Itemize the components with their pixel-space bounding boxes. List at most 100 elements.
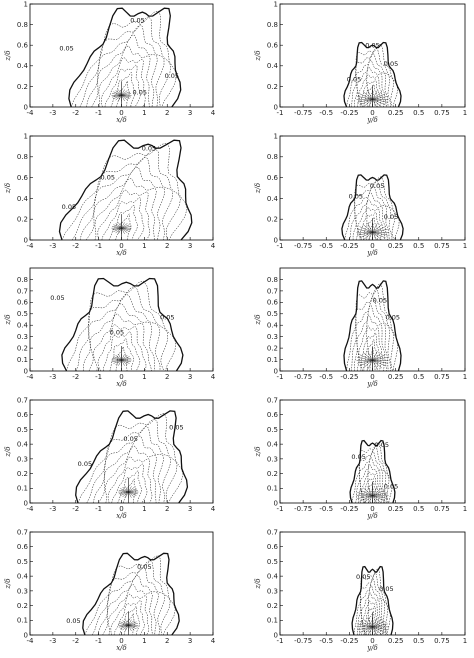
inner-contour: [355, 192, 390, 240]
y-tick-label: 0.5: [17, 558, 28, 566]
y-axis-label: z/δ: [4, 578, 12, 589]
y-axis-label: z/δ: [4, 183, 12, 194]
plot-frame: [29, 399, 214, 504]
x-tick-label: 0: [119, 637, 123, 645]
inner-contour: [94, 177, 157, 240]
x-tick-label: -3: [49, 242, 56, 250]
x-tick-label: -1: [277, 373, 284, 381]
outer-contour: [351, 565, 394, 635]
x-tick-label: 0: [119, 373, 123, 381]
y-tick-label: 0.4: [17, 195, 29, 203]
x-tick-label: 0.75: [434, 242, 450, 250]
inner-contour: [61, 142, 188, 240]
inner-contour: [79, 156, 173, 240]
chart-panel-left-5: -4 -3 -2 -1 0 1 2 3 4 0 0.1 0.2 0.3 0.4 0.5 0.6 0.7 x/δ z/…: [4, 528, 216, 652]
y-axis-label: z/δ: [4, 50, 12, 61]
x-tick-label: -0.5: [319, 242, 333, 250]
y-tick-label: 0.6: [17, 174, 29, 182]
y-tick-label: 0.4: [267, 573, 279, 581]
chart-panel-right-5: -1 -0.75 -0.5 -0.25 0 0.25 0.5 0.75 1 0 0.1 0.2 0.3 0…: [254, 528, 467, 652]
x-tick-label: 2: [165, 109, 169, 117]
inner-contour: [101, 197, 145, 240]
contour-label: 0.05: [130, 17, 144, 25]
contour-label: 0.05: [59, 44, 73, 52]
y-tick-label: 0.7: [267, 528, 278, 536]
y-tick-label: 0.7: [17, 396, 28, 404]
contour-label: 0.05: [62, 203, 76, 211]
inner-contour: [82, 293, 161, 371]
x-tick-label: 3: [188, 373, 192, 381]
y-tick-label: 0: [24, 103, 28, 111]
y-tick-label: 1: [24, 132, 28, 140]
outer-contour: [68, 7, 182, 107]
inner-contour: [92, 426, 171, 503]
y-tick-label: 0.4: [267, 62, 279, 70]
contour-lines: [349, 439, 396, 503]
x-tick-label: -1: [95, 109, 102, 117]
x-tick-label: 0.75: [434, 505, 450, 513]
y-tick-label: 0: [274, 367, 278, 375]
y-tick-label: 0.5: [267, 310, 278, 318]
y-tick-label: 0: [274, 236, 278, 244]
outer-contour: [75, 410, 189, 503]
y-tick-label: 0.4: [267, 441, 279, 449]
inner-contour: [86, 24, 165, 107]
x-tick-label: 0.75: [434, 373, 450, 381]
x-tick-label: -3: [49, 109, 56, 117]
contour-label: 0.05: [347, 75, 361, 83]
x-tick-label: -2: [72, 109, 79, 117]
inner-contour: [354, 295, 391, 371]
inner-contour: [102, 575, 159, 635]
y-tick-label: 0: [274, 499, 278, 507]
y-tick-label: 0.1: [17, 485, 28, 493]
x-tick-label: 1: [142, 637, 146, 645]
x-tick-label: 0.25: [388, 109, 404, 117]
inner-contour: [113, 599, 145, 635]
x-tick-label: 0.75: [434, 109, 450, 117]
contour-label: 0.05: [375, 441, 389, 449]
contour-label: 0.05: [169, 423, 183, 431]
y-tick-label: 0.3: [17, 333, 28, 341]
x-tick-label: -1: [95, 505, 102, 513]
contour-label: 0.05: [384, 60, 398, 68]
x-tick-label: 0: [370, 109, 374, 117]
x-tick-label: -4: [27, 505, 35, 513]
x-tick-label: 4: [211, 109, 216, 117]
x-tick-label: 0.5: [413, 242, 424, 250]
inner-contour: [363, 471, 382, 503]
inner-contour: [350, 287, 394, 371]
y-tick-label: 0.4: [267, 195, 279, 203]
contour-label: 0.05: [384, 482, 398, 490]
y-tick-label: 0.3: [267, 587, 278, 595]
x-tick-label: -1: [277, 109, 284, 117]
x-tick-label: 1: [142, 242, 146, 250]
y-tick-label: 0.7: [17, 528, 28, 536]
inner-contour: [84, 555, 176, 635]
contour-lines: [68, 7, 182, 107]
x-tick-label: -0.25: [340, 637, 358, 645]
y-tick-label: 0.1: [17, 617, 28, 625]
y-tick-label: 0.8: [267, 276, 278, 284]
outer-contour: [58, 139, 193, 240]
inner-contour: [91, 34, 158, 107]
contour-label: 0.05: [50, 294, 64, 302]
x-tick-label: -2: [72, 373, 79, 381]
x-tick-label: -0.5: [319, 637, 333, 645]
x-tick-label: 1: [463, 373, 467, 381]
x-tick-label: -0.5: [319, 109, 333, 117]
inner-contour: [360, 206, 386, 240]
y-tick-label: 1: [274, 0, 278, 8]
y-tick-label: 0.2: [17, 470, 28, 478]
inner-contour: [107, 456, 153, 503]
y-tick-label: 0.2: [17, 216, 28, 224]
inner-contour: [118, 606, 140, 635]
y-tick-label: 1: [274, 132, 278, 140]
x-axis-label: x/δ: [116, 512, 127, 520]
y-tick-label: 0: [274, 103, 278, 111]
x-tick-label: -0.75: [294, 242, 312, 250]
x-tick-label: -3: [49, 637, 56, 645]
x-tick-label: 0.25: [388, 242, 404, 250]
x-tick-label: 1: [142, 373, 146, 381]
inner-contour: [365, 476, 380, 503]
x-tick-label: 0.5: [413, 637, 424, 645]
